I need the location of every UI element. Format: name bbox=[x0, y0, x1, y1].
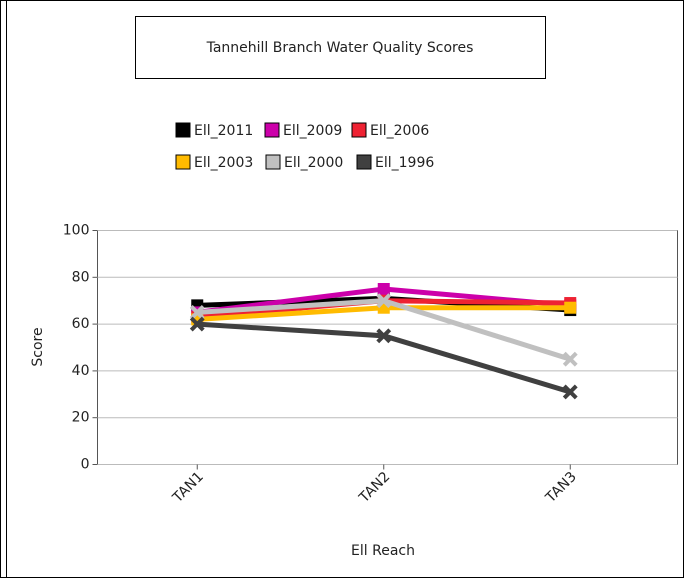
marker bbox=[377, 283, 390, 295]
marker bbox=[189, 304, 205, 320]
y-tick-label: 80 bbox=[72, 269, 90, 285]
legend-label: Ell_2000 bbox=[284, 155, 343, 171]
marker bbox=[376, 328, 392, 344]
marker bbox=[562, 384, 578, 400]
chart-title: Tannehill Branch Water Quality Scores bbox=[206, 40, 474, 56]
title-box bbox=[135, 16, 546, 79]
y-axis-label: Score bbox=[30, 327, 46, 366]
legend-swatch bbox=[264, 122, 280, 138]
marker bbox=[189, 316, 205, 332]
legend-label: Ell_1996 bbox=[375, 155, 434, 171]
legend-swatch bbox=[356, 154, 372, 170]
marker bbox=[562, 351, 578, 367]
y-tick-label: 100 bbox=[63, 223, 90, 239]
legend-label: Ell_2009 bbox=[283, 123, 342, 139]
legend-swatch bbox=[175, 154, 191, 170]
legend-swatch bbox=[265, 154, 281, 170]
y-tick-label: 60 bbox=[72, 316, 90, 332]
y-tick-label: 40 bbox=[72, 363, 90, 379]
legend-swatch bbox=[351, 122, 367, 138]
legend-label: Ell_2011 bbox=[194, 123, 253, 139]
marker bbox=[376, 293, 392, 309]
y-tick-label: 20 bbox=[72, 410, 90, 426]
y-tick-label: 0 bbox=[81, 457, 90, 473]
marker bbox=[564, 301, 577, 314]
legend-label: Ell_2003 bbox=[194, 155, 253, 171]
legend-label: Ell_2006 bbox=[370, 123, 429, 139]
x-axis-label: Ell Reach bbox=[351, 543, 415, 559]
legend-swatch bbox=[175, 122, 191, 138]
